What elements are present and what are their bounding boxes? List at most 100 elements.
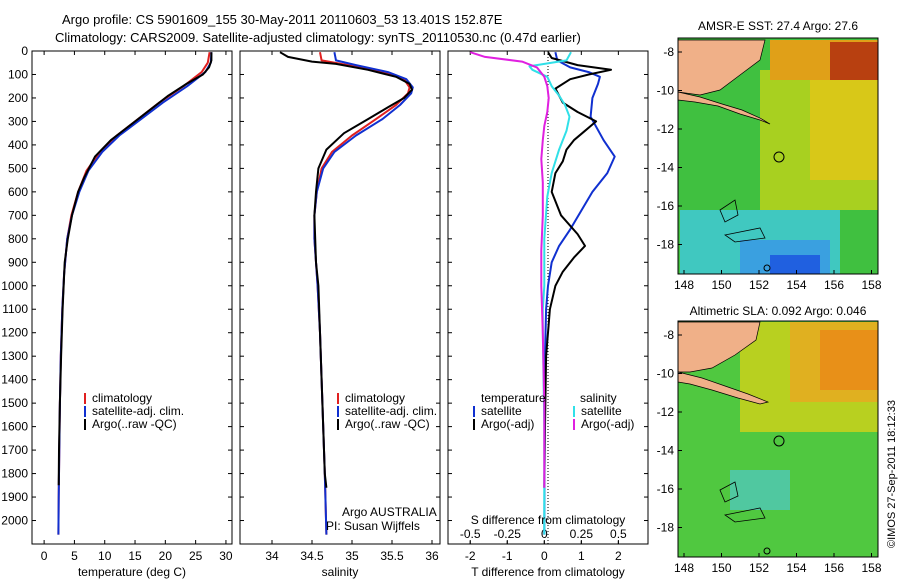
title-line-1: Argo profile: CS 5901609_155 30-May-2011…	[62, 12, 503, 27]
series-line-argo-adj-	[543, 51, 612, 488]
legend-label-argo: Argo(..raw -QC)	[92, 417, 177, 431]
sla-map-title: Altimetric SLA: 0.092 Argo: 0.046	[690, 304, 867, 318]
salinity-axis-ticks: 34 34.5 35 35.5 36	[265, 51, 439, 563]
temperature-axis-ticks: 0 5 10 15 20 25 30	[41, 51, 233, 563]
x2-tick-label: -0.5	[460, 527, 481, 541]
lat-tick-label: -8	[663, 45, 674, 59]
sst-hottest-patch	[830, 42, 878, 80]
series-line-argo-raw-qc-	[57, 52, 213, 486]
depth-tick-label: 1500	[1, 396, 28, 410]
lat-tick-label: -10	[657, 84, 675, 98]
lon-tick-label: 156	[824, 561, 844, 575]
legend-label-temp-satellite: satellite	[481, 404, 522, 418]
program-label: Argo AUSTRALIA	[342, 505, 437, 519]
salinity-xlabel: salinity	[322, 565, 359, 579]
lon-tick-label: 152	[749, 561, 769, 575]
title-line-2: Climatology: CARS2009. Satellite-adjuste…	[55, 30, 581, 45]
x-tick-label: 36	[425, 549, 439, 563]
sla-low-patch	[730, 470, 790, 510]
sla-land-coast	[678, 371, 770, 405]
lon-tick-label: 152	[749, 278, 769, 292]
depth-tick-label: 200	[8, 91, 28, 105]
sst-deep-cold-patch	[770, 255, 820, 274]
salinity-panel-frame	[239, 50, 441, 545]
sst-map	[678, 38, 878, 274]
depth-tick-label: 1300	[1, 349, 28, 363]
sla-island-1	[719, 481, 739, 503]
x2-tick-label: 0.25	[570, 527, 594, 541]
series-line-argo-raw-qc-	[279, 51, 413, 488]
lon-tick-label: 154	[786, 561, 806, 575]
depth-tick-label: 300	[8, 114, 28, 128]
depth-tick-label: 100	[8, 67, 28, 81]
x-tick-label: -1	[502, 549, 513, 563]
difference-xlabel: T difference from climatology	[471, 565, 625, 579]
depth-tick-label: 800	[8, 232, 28, 246]
x-tick-label: 34.5	[300, 549, 324, 563]
x-tick-label: 15	[128, 549, 142, 563]
temperature-xlabel: temperature (deg C)	[78, 565, 186, 579]
series-line-climatology	[313, 52, 411, 535]
lat-tick-label: -12	[657, 405, 675, 419]
x-tick-label: 5	[71, 549, 78, 563]
series-line-argo-adj-	[469, 51, 550, 488]
x-tick-label: 0	[41, 549, 48, 563]
x2-tick-label: 0.5	[610, 527, 627, 541]
sla-marker-small	[763, 547, 771, 555]
depth-tick-label: 600	[8, 185, 28, 199]
salinity-series-group	[279, 51, 414, 535]
sst-marker-small	[763, 264, 771, 272]
x-tick-label: 35	[345, 549, 359, 563]
sla-map	[678, 321, 878, 557]
legend-label-climatology: climatology	[92, 391, 152, 405]
series-line-satellite-adj-clim-	[313, 52, 414, 535]
depth-tick-label: 500	[8, 161, 28, 175]
temperature-panel-frame	[31, 50, 233, 545]
lat-tick-label: -12	[657, 122, 675, 136]
copyright-stamp: ©IMOS 27-Sep-2011 18:12:33	[886, 400, 898, 548]
depth-axis: 0 100 200 300 400 500 600 700 800 900 1000 1100 1200…	[1, 44, 648, 528]
salinity-legend: climatology satellite-adj. clim. Argo(..…	[337, 391, 437, 431]
difference-x2label: S difference from climatology	[471, 513, 626, 527]
lat-tick-label: -16	[657, 482, 675, 496]
legend-title-salinity: salinity	[580, 391, 617, 405]
lat-tick-label: -8	[663, 328, 674, 342]
lat-tick-label: -18	[657, 238, 675, 252]
sst-warmer-patch	[810, 80, 878, 180]
lon-tick-label: 150	[711, 278, 731, 292]
sla-float-marker	[773, 435, 785, 447]
depth-tick-label: 1100	[2, 302, 28, 316]
lon-tick-label: 158	[861, 561, 881, 575]
sst-island-1	[719, 199, 739, 223]
lon-tick-label: 158	[861, 278, 881, 292]
depth-tick-label: 700	[8, 208, 28, 222]
sla-map-frame	[677, 320, 879, 558]
depth-tick-label: 1700	[1, 443, 28, 457]
depth-tick-label: 1800	[1, 467, 28, 481]
depth-tick-label: 1200	[1, 326, 28, 340]
legend-label-argo: Argo(..raw -QC)	[345, 417, 430, 431]
sla-land-png	[678, 321, 761, 373]
sst-land-coast	[678, 91, 771, 125]
lat-tick-label: -14	[657, 444, 675, 458]
lon-tick-label: 148	[674, 278, 694, 292]
temperature-series-group	[57, 52, 213, 535]
x-tick-label: 30	[219, 549, 233, 563]
series-line-satellite	[543, 51, 616, 535]
sst-map-axes: 148 150 152 154 156 158 -8 -10 -12 -14 -16 -18	[657, 45, 882, 292]
sst-map-title: AMSR-E SST: 27.4 Argo: 27.6	[698, 19, 858, 33]
x-tick-label: 35.5	[380, 549, 404, 563]
x-tick-label: 34	[265, 549, 279, 563]
x-tick-label: 20	[159, 549, 173, 563]
legend-label-sal-argo: Argo(-adj)	[581, 417, 634, 431]
lon-tick-label: 156	[824, 278, 844, 292]
legend-title-temperature: temperature	[481, 391, 546, 405]
depth-tick-label: 400	[8, 138, 28, 152]
depth-tick-label: 2000	[1, 514, 28, 528]
lat-tick-label: -18	[657, 521, 675, 535]
x2-tick-label: -0.25	[494, 527, 522, 541]
x-tick-label: 1	[578, 549, 585, 563]
x-tick-label: 25	[189, 549, 203, 563]
legend-label-satellite-adj: satellite-adj. clim.	[92, 404, 184, 418]
